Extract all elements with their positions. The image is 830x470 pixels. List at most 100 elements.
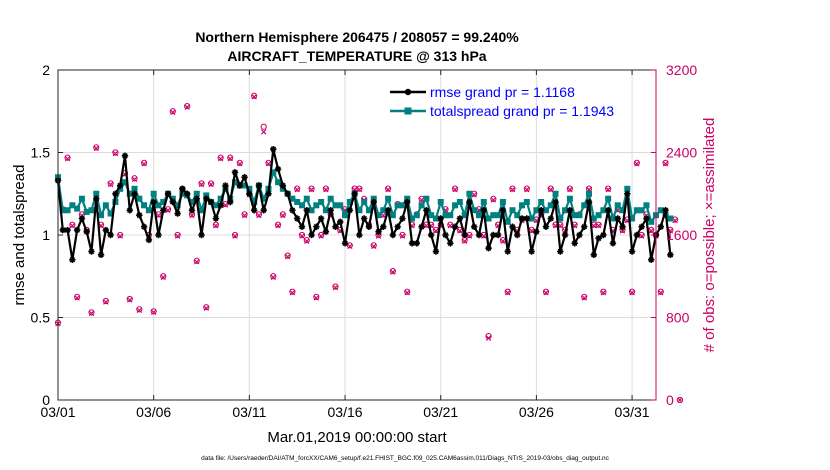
obs-assimilated-marker <box>318 233 324 239</box>
totalspread-marker <box>490 212 497 219</box>
obs-possible-marker <box>633 159 640 166</box>
rmse-marker <box>667 251 674 258</box>
obs-assimilated-marker <box>107 181 114 188</box>
totalspread-marker <box>499 199 506 205</box>
obs-assimilated-marker <box>198 181 205 188</box>
totalspread-marker <box>452 202 459 209</box>
obs-possible-marker <box>370 242 377 249</box>
totalspread-marker <box>188 199 195 205</box>
x-tick-label: 03/16 <box>328 404 363 420</box>
chart-subtitle: AIRCRAFT_TEMPERATURE @ 313 hPa <box>227 48 486 64</box>
obs-assimilated-marker <box>275 223 281 229</box>
obs-possible-marker <box>236 159 243 166</box>
totalspread-marker <box>69 202 76 209</box>
totalspread-marker <box>404 195 411 202</box>
totalspread-marker <box>145 207 152 214</box>
obs-assimilated-marker <box>69 223 76 229</box>
obs-possible-marker <box>117 231 124 239</box>
totalspread-marker <box>322 207 329 214</box>
obs-assimilated-marker <box>600 290 607 296</box>
obs-assimilated-marker <box>672 217 678 224</box>
rmse-marker <box>317 215 325 222</box>
obs-assimilated-marker <box>471 192 477 198</box>
obs-possible-marker <box>112 149 119 156</box>
obs-possible-marker <box>509 185 516 192</box>
totalspread-marker <box>232 179 239 186</box>
rmse-marker <box>509 223 516 230</box>
totalspread-marker <box>576 212 583 219</box>
totalspread-marker <box>74 205 81 212</box>
totalspread-marker <box>59 207 66 214</box>
totalspread-marker <box>595 212 602 219</box>
obs-possible-marker <box>504 288 511 295</box>
obs-possible-marker <box>303 237 310 244</box>
rmse-marker <box>566 207 574 214</box>
obs-assimilated-marker <box>313 295 320 301</box>
obs-assimilated-marker <box>256 212 262 219</box>
rmse-marker <box>360 215 368 222</box>
y-tick-label-right: 3200 <box>666 62 697 78</box>
y-tick-label-right: 2400 <box>666 145 697 161</box>
obs-assimilated-marker <box>165 207 171 213</box>
totalspread-marker <box>485 215 492 222</box>
totalspread-marker <box>275 179 282 186</box>
rmse-marker <box>427 231 435 239</box>
rmse-marker <box>193 195 200 202</box>
axis-layer: 03/01 03/06 03/11 03/16 03/21 03/26 03/31 0 0.5 1… <box>31 62 698 420</box>
totalspread-marker <box>121 179 128 186</box>
legend-rmse-label: rmse grand pr = 1.1168 <box>430 84 575 100</box>
totalspread-marker <box>447 212 454 219</box>
rmse-marker <box>442 231 449 239</box>
totalspread-marker <box>542 207 549 214</box>
totalspread-marker <box>562 207 569 214</box>
obs-assimilated-marker <box>390 269 396 275</box>
obs-assimilated-marker <box>150 309 157 316</box>
rmse-marker <box>375 228 382 235</box>
rmse-marker <box>179 185 186 192</box>
obs-assimilated-marker <box>160 274 166 280</box>
totalspread-marker <box>260 195 267 202</box>
obs-assimilated-marker <box>505 290 511 296</box>
obs-assimilated-marker <box>170 109 176 115</box>
rmse-marker <box>628 248 636 255</box>
obs-assimilated-marker <box>380 212 387 219</box>
totalspread-marker <box>117 185 124 192</box>
totalspread-marker <box>600 207 607 214</box>
rmse-marker <box>107 231 114 239</box>
rmse-marker <box>203 195 210 202</box>
totalspread-marker <box>538 199 545 205</box>
obs-assimilated-marker <box>581 295 587 301</box>
obs-possible-marker <box>241 211 248 218</box>
obs-possible-marker <box>294 185 301 192</box>
totalspread-marker <box>413 212 420 219</box>
rmse-marker <box>451 223 459 230</box>
obs-assimilated-marker <box>466 233 473 239</box>
obs-assimilated-marker <box>481 233 487 239</box>
obs-assimilated-marker <box>567 186 573 193</box>
rmse-marker <box>471 223 478 230</box>
obs-assimilated-marker <box>423 223 430 229</box>
rmse-marker <box>250 207 258 214</box>
totalspread-marker <box>241 182 248 189</box>
totalspread-marker <box>169 195 176 202</box>
obs-assimilated-marker <box>528 228 535 234</box>
obs-possible-marker <box>217 154 224 161</box>
totalspread-marker <box>480 199 487 205</box>
rmse-marker <box>246 190 253 197</box>
totalspread-marker <box>64 207 71 214</box>
totalspread-marker <box>552 190 559 197</box>
rmse-marker <box>227 198 234 206</box>
obs-possible-marker <box>605 185 612 192</box>
rmse-marker <box>533 228 540 235</box>
totalspread-marker <box>643 202 650 209</box>
rmse-marker <box>131 190 138 197</box>
totalspread-marker <box>394 202 401 209</box>
rmse-marker <box>404 198 411 206</box>
rmse-marker <box>581 223 588 230</box>
rmse-marker <box>614 215 621 222</box>
rmse-marker <box>83 228 90 235</box>
rmse-marker <box>212 215 220 222</box>
rmse-marker <box>160 207 167 214</box>
totalspread-marker <box>93 190 100 197</box>
